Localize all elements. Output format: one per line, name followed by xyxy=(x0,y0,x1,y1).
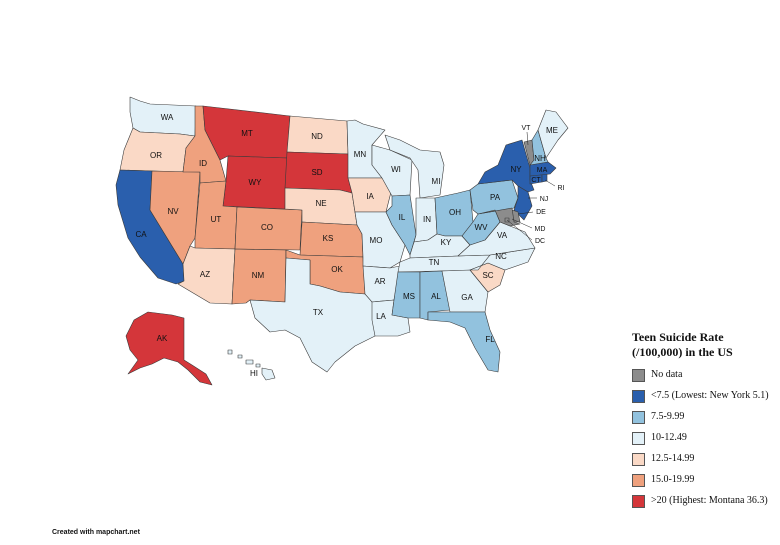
label-mo: MO xyxy=(370,236,383,245)
label-tx: TX xyxy=(313,308,324,317)
label-ri: RI xyxy=(558,185,565,192)
label-nd: ND xyxy=(311,132,323,141)
legend-title: Teen Suicide Rate (/100,000) in the US xyxy=(632,330,772,360)
state-tx xyxy=(249,257,376,373)
label-vt: VT xyxy=(522,125,532,132)
state-fl xyxy=(427,311,501,373)
label-fl: FL xyxy=(485,335,495,344)
label-tn: TN xyxy=(429,258,440,267)
leader-ri xyxy=(544,179,556,187)
label-ma: MA xyxy=(537,167,548,174)
label-al: AL xyxy=(431,292,441,301)
label-az: AZ xyxy=(200,270,210,279)
legend-title-line1: Teen Suicide Rate xyxy=(632,330,724,344)
label-nh: NH xyxy=(534,154,546,163)
label-sd: SD xyxy=(311,168,322,177)
legend-label: 10-12.49 xyxy=(651,432,687,443)
state-me xyxy=(537,109,569,159)
label-ms: MS xyxy=(403,292,415,301)
legend: Teen Suicide Rate (/100,000) in the US N… xyxy=(632,330,772,515)
state-il xyxy=(385,194,417,256)
legend-item-under-7-5: <7.5 (Lowest: New York 5.1) xyxy=(632,389,772,403)
leader-dc xyxy=(506,219,533,241)
leader-md xyxy=(511,218,533,229)
legend-item-over-20: >20 (Highest: Montana 36.3) xyxy=(632,494,772,508)
legend-label: 7.5-9.99 xyxy=(651,411,685,422)
label-la: LA xyxy=(376,312,386,321)
label-wi: WI xyxy=(391,165,401,174)
label-wa: WA xyxy=(161,113,174,122)
legend-item-no-data: No data xyxy=(632,368,772,382)
legend-label: <7.5 (Lowest: New York 5.1) xyxy=(651,390,769,401)
state-mi xyxy=(384,134,445,199)
label-sc: SC xyxy=(482,271,493,280)
label-nj: NJ xyxy=(540,196,549,203)
legend-item-7-5-to-9-99: 7.5-9.99 xyxy=(632,410,772,424)
label-id: ID xyxy=(199,159,207,168)
label-il: IL xyxy=(399,213,406,222)
label-ak: AK xyxy=(157,334,168,343)
label-va: VA xyxy=(497,231,508,240)
label-ky: KY xyxy=(441,238,452,247)
label-ar: AR xyxy=(374,277,385,286)
label-or: OR xyxy=(150,151,162,160)
label-wv: WV xyxy=(475,223,489,232)
state-ga xyxy=(441,269,489,313)
label-nv: NV xyxy=(167,207,179,216)
label-ia: IA xyxy=(366,192,374,201)
label-ca: CA xyxy=(135,230,147,239)
legend-swatch xyxy=(632,432,645,445)
legend-label: No data xyxy=(651,369,683,380)
label-co: CO xyxy=(261,223,273,232)
label-in: IN xyxy=(423,215,431,224)
label-nc: NC xyxy=(495,252,507,261)
legend-label: 12.5-14.99 xyxy=(651,453,695,464)
label-mn: MN xyxy=(354,150,367,159)
label-ut: UT xyxy=(211,215,222,224)
label-mi: MI xyxy=(432,177,441,186)
label-pa: PA xyxy=(490,193,501,202)
legend-swatch xyxy=(632,369,645,382)
legend-swatch xyxy=(632,453,645,466)
label-ny: NY xyxy=(510,165,522,174)
state-co xyxy=(234,206,303,251)
legend-label: 15.0-19.99 xyxy=(651,474,695,485)
label-ks: KS xyxy=(323,234,334,243)
legend-label: >20 (Highest: Montana 36.3) xyxy=(651,495,768,506)
label-nm: NM xyxy=(252,271,265,280)
legend-item-12-5-to-14-99: 12.5-14.99 xyxy=(632,452,772,466)
legend-swatch xyxy=(632,411,645,424)
label-ne: NE xyxy=(315,199,326,208)
label-md: MD xyxy=(535,226,546,233)
state-ak xyxy=(125,311,213,386)
label-mt: MT xyxy=(241,129,253,138)
legend-swatch xyxy=(632,495,645,508)
legend-swatch xyxy=(632,390,645,403)
label-ok: OK xyxy=(331,265,343,274)
label-hi: HI xyxy=(250,369,258,378)
state-hi xyxy=(227,349,276,381)
label-ga: GA xyxy=(461,293,473,302)
state-md xyxy=(477,207,521,227)
leader-vt xyxy=(526,131,529,146)
label-dc: DC xyxy=(535,238,545,245)
label-wy: WY xyxy=(249,178,263,187)
mapchart-credit: Created with mapchart.net xyxy=(52,529,140,536)
legend-item-10-to-12-49: 10-12.49 xyxy=(632,431,772,445)
label-oh: OH xyxy=(449,208,461,217)
leader-de xyxy=(517,211,534,215)
label-de: DE xyxy=(536,209,546,216)
legend-item-15-to-19-99: 15.0-19.99 xyxy=(632,473,772,487)
legend-title-line2: (/100,000) in the US xyxy=(632,345,733,359)
label-ct: CT xyxy=(531,177,541,184)
state-nj xyxy=(513,185,533,221)
legend-swatch xyxy=(632,474,645,487)
label-me: ME xyxy=(546,126,558,135)
